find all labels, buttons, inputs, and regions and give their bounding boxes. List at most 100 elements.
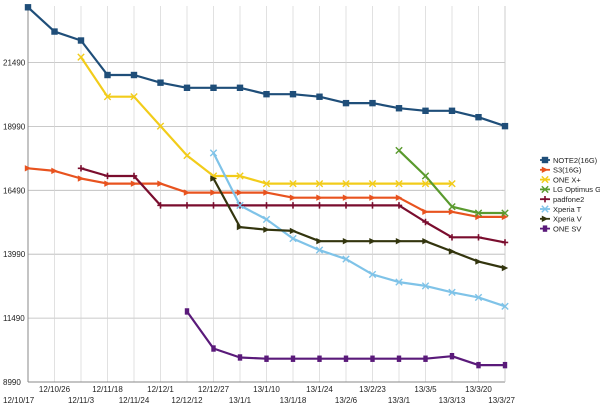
x-tick-label-lower-2: 12/11/24 bbox=[119, 396, 150, 405]
point-lg-optimus-g-16 bbox=[448, 202, 456, 211]
point-s3-16g-13 bbox=[369, 194, 376, 201]
point-lg-optimus-g-18 bbox=[501, 209, 509, 217]
legend-swatch-marker-xperia-v bbox=[541, 215, 549, 222]
point-note2-16g-5 bbox=[157, 79, 164, 86]
point-one-sv-7 bbox=[211, 345, 216, 352]
x-tick-label-lower-7: 13/3/1 bbox=[388, 396, 411, 405]
point-padfone2-7 bbox=[210, 202, 217, 209]
point-xperia-v-12 bbox=[342, 237, 350, 245]
legend-label-xperia-v: Xperia V bbox=[553, 215, 582, 224]
legend-label-lg-optimus-g: LG Optimus G bbox=[553, 185, 600, 194]
point-s3-16g-5 bbox=[157, 180, 164, 187]
point-xperia-t-18 bbox=[501, 302, 509, 311]
point-note2-16g-10 bbox=[289, 90, 297, 98]
point-one-sv-6 bbox=[184, 308, 190, 315]
point-xperia-v-7 bbox=[210, 175, 217, 182]
point-one-x-16 bbox=[448, 179, 456, 188]
point-note2-16g-16 bbox=[448, 107, 456, 114]
point-padfone2-17 bbox=[475, 234, 482, 241]
point-note2-16g-1 bbox=[51, 28, 58, 35]
point-note2-16g-13 bbox=[369, 99, 376, 107]
point-note2-16g-8 bbox=[236, 84, 244, 91]
legend-swatch-marker-one-sv bbox=[542, 225, 548, 232]
point-one-sv-14 bbox=[396, 355, 402, 362]
point-one-x-10 bbox=[289, 179, 297, 188]
point-one-x-8 bbox=[236, 172, 244, 180]
point-s3-16g-4 bbox=[130, 180, 138, 187]
point-s3-16g-0 bbox=[24, 165, 32, 172]
x-tick-label-lower-9: 13/3/27 bbox=[488, 396, 515, 405]
point-s3-16g-9 bbox=[263, 189, 270, 196]
point-note2-16g-7 bbox=[210, 84, 217, 91]
point-xperia-v-9 bbox=[263, 226, 270, 233]
point-note2-16g-3 bbox=[104, 71, 111, 79]
point-one-x-11 bbox=[315, 179, 324, 188]
point-one-x-6 bbox=[183, 151, 191, 160]
point-xperia-v-16 bbox=[448, 248, 456, 255]
legend: NOTE2(16G)S3(16G)ONE X+LG Optimus Gpadfo… bbox=[540, 156, 600, 233]
point-s3-16g-2 bbox=[77, 175, 85, 182]
point-note2-16g-2 bbox=[77, 37, 85, 44]
x-tick-label-lower-5: 13/1/18 bbox=[280, 396, 307, 405]
x-tick-label-lower-3: 12/12/12 bbox=[171, 396, 203, 405]
point-xperia-t-10 bbox=[289, 234, 297, 243]
point-note2-16g-0 bbox=[24, 4, 32, 11]
point-xperia-v-11 bbox=[316, 237, 323, 245]
point-one-x-13 bbox=[368, 179, 377, 188]
point-one-sv-12 bbox=[343, 355, 349, 362]
point-xperia-t-8 bbox=[236, 201, 244, 210]
point-note2-16g-11 bbox=[316, 93, 323, 100]
axes bbox=[27, 6, 506, 383]
y-tick-label-4: 18990 bbox=[3, 122, 26, 131]
point-xperia-t-12 bbox=[342, 255, 350, 263]
point-one-sv-10 bbox=[290, 355, 296, 362]
point-note2-16g-17 bbox=[475, 113, 482, 121]
point-xperia-v-15 bbox=[422, 237, 429, 245]
point-one-sv-13 bbox=[370, 355, 375, 362]
legend-label-xperia-t: Xperia T bbox=[553, 205, 582, 214]
point-s3-16g-7 bbox=[210, 189, 217, 196]
x-tick-label-upper-7: 13/3/5 bbox=[414, 385, 437, 394]
point-xperia-v-18 bbox=[501, 264, 509, 272]
y-tick-label-1: 11490 bbox=[3, 314, 25, 323]
point-s3-16g-14 bbox=[395, 194, 403, 201]
point-xperia-v-10 bbox=[289, 227, 297, 235]
point-note2-16g-18 bbox=[501, 122, 509, 130]
point-one-sv-16 bbox=[449, 352, 455, 360]
point-xperia-v-17 bbox=[475, 258, 482, 265]
legend-swatch-marker-padfone2 bbox=[541, 196, 549, 203]
point-padfone2-11 bbox=[316, 202, 323, 209]
point-s3-16g-1 bbox=[51, 167, 58, 175]
y-tick-label-0: 8990 bbox=[3, 378, 21, 387]
point-s3-16g-16 bbox=[448, 208, 456, 215]
point-xperia-v-14 bbox=[395, 237, 403, 245]
point-lg-optimus-g-17 bbox=[474, 209, 483, 217]
x-tick-label-upper-4: 13/1/10 bbox=[253, 385, 280, 394]
point-one-x-12 bbox=[342, 179, 350, 188]
point-xperia-t-13 bbox=[368, 270, 377, 279]
point-s3-16g-8 bbox=[236, 189, 244, 196]
point-padfone2-4 bbox=[130, 172, 138, 180]
marker-group bbox=[24, 4, 509, 369]
legend-label-one-x: ONE X+ bbox=[553, 175, 581, 184]
point-padfone2-5 bbox=[157, 202, 164, 209]
legend-label-note2-16g: NOTE2(16G) bbox=[553, 156, 598, 165]
point-one-x-2 bbox=[77, 53, 85, 61]
x-tick-label-lower-6: 13/2/6 bbox=[335, 396, 358, 405]
legend-swatch-marker-xperia-t bbox=[541, 205, 549, 213]
point-xperia-t-11 bbox=[315, 246, 324, 254]
x-tick-label-upper-2: 12/12/1 bbox=[147, 385, 174, 394]
point-one-sv-15 bbox=[423, 355, 428, 362]
y-tick-label-3: 16490 bbox=[3, 186, 26, 195]
point-one-x-4 bbox=[130, 93, 138, 101]
x-tick-label-lower-1: 12/11/3 bbox=[68, 396, 95, 405]
point-note2-16g-4 bbox=[130, 71, 138, 79]
point-note2-16g-12 bbox=[342, 99, 350, 107]
point-one-sv-18 bbox=[502, 361, 508, 369]
point-padfone2-12 bbox=[342, 202, 350, 209]
point-note2-16g-15 bbox=[422, 107, 429, 114]
point-s3-16g-10 bbox=[289, 194, 297, 201]
point-note2-16g-9 bbox=[263, 90, 270, 98]
